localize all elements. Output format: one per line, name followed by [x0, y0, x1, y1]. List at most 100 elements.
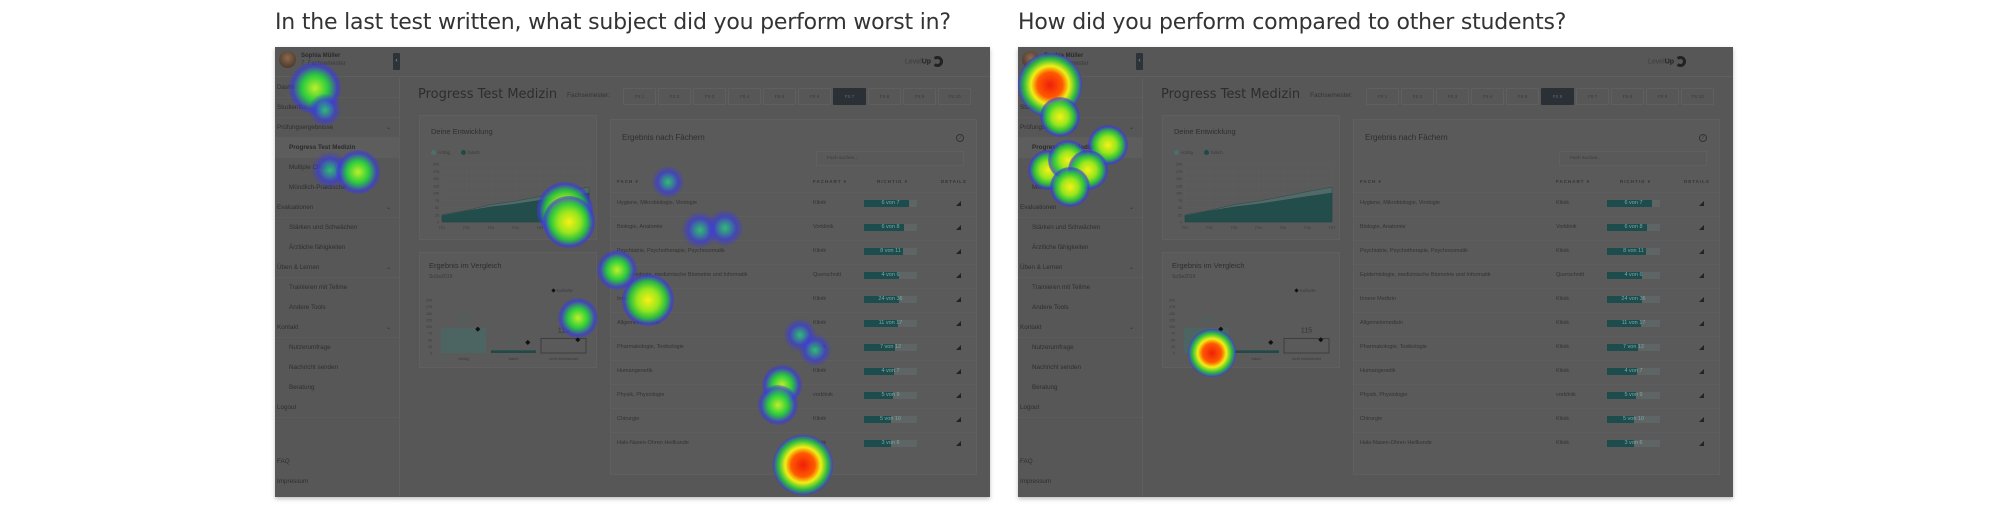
table-row[interactable]: Biologie, Anatomie Vorklinik 6 von 8 [611, 216, 976, 240]
details-chart-icon[interactable] [1699, 321, 1704, 326]
semester-tab[interactable]: FS 8 [1611, 88, 1644, 105]
table-row[interactable]: Physik, Physiologie vorklinik 5 von 9 [611, 384, 976, 408]
info-icon[interactable]: i [956, 134, 964, 142]
sidebar-item[interactable]: Evaluationen ⌄ [275, 198, 399, 218]
column-header[interactable]: DETAILS [941, 179, 967, 184]
collapse-sidebar-button[interactable]: ‹ [393, 53, 400, 70]
table-row[interactable]: Chirurgie Klinik 5 von 10 [611, 408, 976, 432]
semester-tab[interactable]: FS 3 [693, 88, 726, 105]
semester-tab[interactable]: FS 2 [658, 88, 691, 105]
details-chart-icon[interactable] [956, 273, 961, 278]
details-chart-icon[interactable] [1699, 393, 1704, 398]
sidebar-item[interactable]: Stärken und Schwächen [1018, 218, 1142, 238]
sidebar-item[interactable]: Nachricht senden [275, 358, 399, 378]
details-chart-icon[interactable] [1699, 201, 1704, 206]
details-chart-icon[interactable] [956, 369, 961, 374]
avatar[interactable] [279, 51, 296, 68]
table-row[interactable]: Innere Medizin Klinik 24 von 36 [611, 288, 976, 312]
sidebar-item[interactable]: Evaluationen ⌄ [1018, 198, 1142, 218]
sidebar-item[interactable]: Stärken und Schwächen [275, 218, 399, 238]
column-header[interactable]: FACHART ▾ [813, 179, 848, 184]
sidebar-item[interactable]: Studienfortschritt [1018, 98, 1142, 118]
column-header[interactable]: FACH ▾ [617, 179, 639, 184]
table-row[interactable]: Psychiatrie, Psychotherapie, Psychosomat… [611, 240, 976, 264]
sidebar-footer-link[interactable]: FAQ [1018, 452, 1142, 472]
table-row[interactable]: Hygiene, Mikrobiologie, Virologie Klinik 6… [611, 192, 976, 216]
subject-search-input[interactable]: Fach suchen... [1559, 151, 1707, 166]
table-row[interactable]: Humangenetik Klinik 4 von 7 [1354, 360, 1719, 384]
sidebar-footer-link[interactable]: FAQ [275, 452, 399, 472]
column-header[interactable]: RICHTIG ▾ [1620, 179, 1652, 184]
semester-tab[interactable]: FS 1 [1366, 88, 1399, 105]
sidebar-item[interactable]: Beratung [1018, 378, 1142, 398]
sidebar-item[interactable]: Mündlich-Praktische [1018, 178, 1142, 198]
table-row[interactable]: Innere Medizin Klinik 24 von 36 [1354, 288, 1719, 312]
sidebar-item[interactable]: Studienfortschritt [275, 98, 399, 118]
sidebar-item[interactable]: Trainieren mit Tellme [1018, 278, 1142, 298]
semester-tab[interactable]: FS 6 [1541, 88, 1574, 105]
sidebar-item[interactable]: Kontakt ⌄ [275, 318, 399, 338]
details-chart-icon[interactable] [1699, 369, 1704, 374]
sidebar-item[interactable]: Nutzerumfrage [1018, 338, 1142, 358]
semester-tab[interactable]: FS 4 [728, 88, 761, 105]
semester-tab[interactable]: FS 7 [1576, 88, 1609, 105]
sidebar-item[interactable]: Progress Test Medizin [1018, 138, 1142, 158]
semester-tab[interactable]: FS 8 [868, 88, 901, 105]
sidebar-item[interactable]: Ärztliche fähigkeiten [275, 238, 399, 258]
table-row[interactable]: Allgemeinmedizin Klinik 11 von 17 [611, 312, 976, 336]
semester-tab[interactable]: FS 7 [833, 88, 866, 105]
sidebar-item[interactable]: Dashboard [1018, 78, 1142, 98]
details-chart-icon[interactable] [956, 441, 961, 446]
details-chart-icon[interactable] [956, 297, 961, 302]
details-chart-icon[interactable] [956, 321, 961, 326]
details-chart-icon[interactable] [956, 249, 961, 254]
sidebar-item[interactable]: Dashboard [275, 78, 399, 98]
sidebar-item[interactable]: Andere Tools [1018, 298, 1142, 318]
sidebar-item[interactable]: Prüfungsergebnisse ⌄ [1018, 118, 1142, 138]
table-row[interactable]: Hals-Nasen-Ohren Heilkunde Klinik 3 von 6 [611, 432, 976, 456]
sidebar-item[interactable]: Progress Test Medizin [275, 138, 399, 158]
details-chart-icon[interactable] [1699, 417, 1704, 422]
sidebar-item[interactable]: Üben & Lernen ⌄ [275, 258, 399, 278]
sidebar-item[interactable]: Üben & Lernen ⌄ [1018, 258, 1142, 278]
details-chart-icon[interactable] [1699, 249, 1704, 254]
semester-tab[interactable]: FS 10 [938, 88, 971, 105]
sidebar-item[interactable]: Prüfungsergebnisse ⌄ [275, 118, 399, 138]
avatar[interactable] [1022, 51, 1039, 68]
sidebar-footer-link[interactable]: Impressum [275, 472, 399, 492]
table-row[interactable]: Humangenetik Klinik 4 von 7 [611, 360, 976, 384]
sidebar-item[interactable]: Logout [275, 398, 399, 418]
semester-tab[interactable]: FS 9 [1646, 88, 1679, 105]
sidebar-item[interactable]: Trainieren mit Tellme [275, 278, 399, 298]
semester-tab[interactable]: FS 1 [623, 88, 656, 105]
table-row[interactable]: Epidemiologie, medizinische Biometrie un… [1354, 264, 1719, 288]
semester-tab[interactable]: FS 5 [763, 88, 796, 105]
table-row[interactable]: Hals-Nasen-Ohren Heilkunde Klinik 3 von 6 [1354, 432, 1719, 456]
column-header[interactable]: FACHART ▾ [1556, 179, 1591, 184]
sidebar-item[interactable]: Ärztliche fähigkeiten [1018, 238, 1142, 258]
collapse-sidebar-button[interactable]: ‹ [1136, 53, 1143, 70]
table-row[interactable]: Physik, Physiologie vorklinik 5 von 9 [1354, 384, 1719, 408]
sidebar-item[interactable]: Andere Tools [275, 298, 399, 318]
column-header[interactable]: FACH ▾ [1360, 179, 1382, 184]
sidebar-footer-link[interactable]: Impressum [1018, 472, 1142, 492]
semester-tab[interactable]: FS 10 [1681, 88, 1714, 105]
sidebar-item[interactable]: Logout [1018, 398, 1142, 418]
table-row[interactable]: Psychiatrie, Psychotherapie, Psychosomat… [1354, 240, 1719, 264]
details-chart-icon[interactable] [1699, 441, 1704, 446]
semester-tab[interactable]: FS 3 [1436, 88, 1469, 105]
details-chart-icon[interactable] [1699, 273, 1704, 278]
subject-search-input[interactable]: Fach suchen... [816, 151, 964, 166]
sidebar-item[interactable]: Kontakt ⌄ [1018, 318, 1142, 338]
sidebar-item[interactable]: Nachricht senden [1018, 358, 1142, 378]
table-row[interactable]: Biologie, Anatomie Vorklinik 6 von 8 [1354, 216, 1719, 240]
sidebar-item[interactable]: Nutzerumfrage [275, 338, 399, 358]
semester-tab[interactable]: FS 9 [903, 88, 936, 105]
details-chart-icon[interactable] [956, 345, 961, 350]
details-chart-icon[interactable] [956, 225, 961, 230]
details-chart-icon[interactable] [956, 393, 961, 398]
details-chart-icon[interactable] [1699, 225, 1704, 230]
table-row[interactable]: Pharmakologie, Toxikologie Klinik 7 von 12 [1354, 336, 1719, 360]
semester-tab[interactable]: FS 4 [1471, 88, 1504, 105]
table-row[interactable]: Chirurgie Klinik 5 von 10 [1354, 408, 1719, 432]
